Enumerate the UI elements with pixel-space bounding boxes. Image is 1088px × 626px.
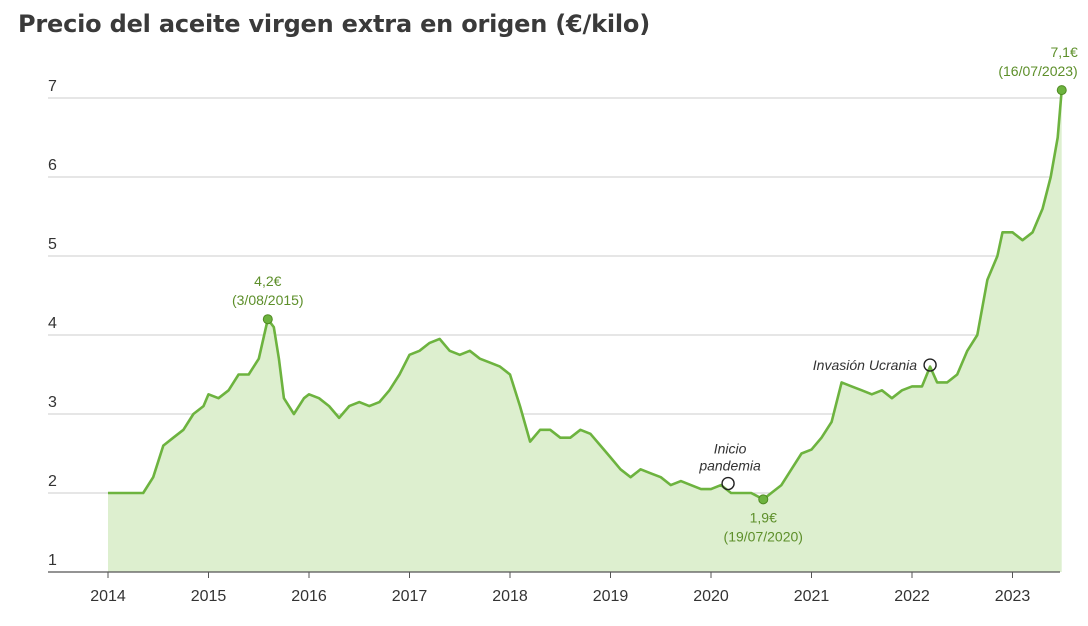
chart-title: Precio del aceite virgen extra en origen…	[18, 10, 650, 38]
marker-peak-2	[1056, 85, 1067, 96]
marker-low-1	[758, 494, 769, 505]
x-tick-label-2023: 2023	[995, 588, 1031, 605]
event-label-1: Invasión Ucrania	[813, 357, 917, 373]
x-tick-label-2016: 2016	[291, 588, 327, 605]
event-label-0-line1: Inicio	[714, 441, 747, 457]
y-tick-label-2: 2	[48, 473, 57, 490]
y-tick-label-5: 5	[48, 236, 57, 253]
x-tick-label-2022: 2022	[894, 588, 930, 605]
y-tick-label-1: 1	[48, 552, 57, 569]
annotation-date-2: (16/07/2023)	[998, 63, 1077, 79]
x-tick-label-2015: 2015	[191, 588, 227, 605]
annotation-date-0: (3/08/2015)	[232, 292, 304, 308]
y-tick-label-3: 3	[48, 394, 57, 411]
y-tick-label-7: 7	[48, 78, 57, 95]
x-tick-label-2020: 2020	[693, 588, 729, 605]
event-marker-1	[923, 358, 937, 372]
series-area	[108, 90, 1062, 572]
x-tick-label-2019: 2019	[593, 588, 629, 605]
annotation-date-1: (19/07/2020)	[724, 528, 803, 544]
x-tick-label-2014: 2014	[90, 588, 126, 605]
event-label-0-line2: pandemia	[698, 458, 761, 474]
x-tick-label-2021: 2021	[794, 588, 830, 605]
series-line	[108, 89, 1063, 501]
annotation-value-2: 7,1€	[1050, 44, 1077, 60]
x-tick-label-2018: 2018	[492, 588, 528, 605]
annotation-value-1: 1,9€	[750, 509, 777, 525]
x-tick-label-2017: 2017	[392, 588, 428, 605]
annotation-value-0: 4,2€	[254, 273, 281, 289]
y-tick-label-6: 6	[48, 157, 57, 174]
event-marker-0	[721, 476, 735, 491]
marker-peak-0	[262, 314, 273, 325]
y-tick-label-4: 4	[48, 315, 57, 332]
